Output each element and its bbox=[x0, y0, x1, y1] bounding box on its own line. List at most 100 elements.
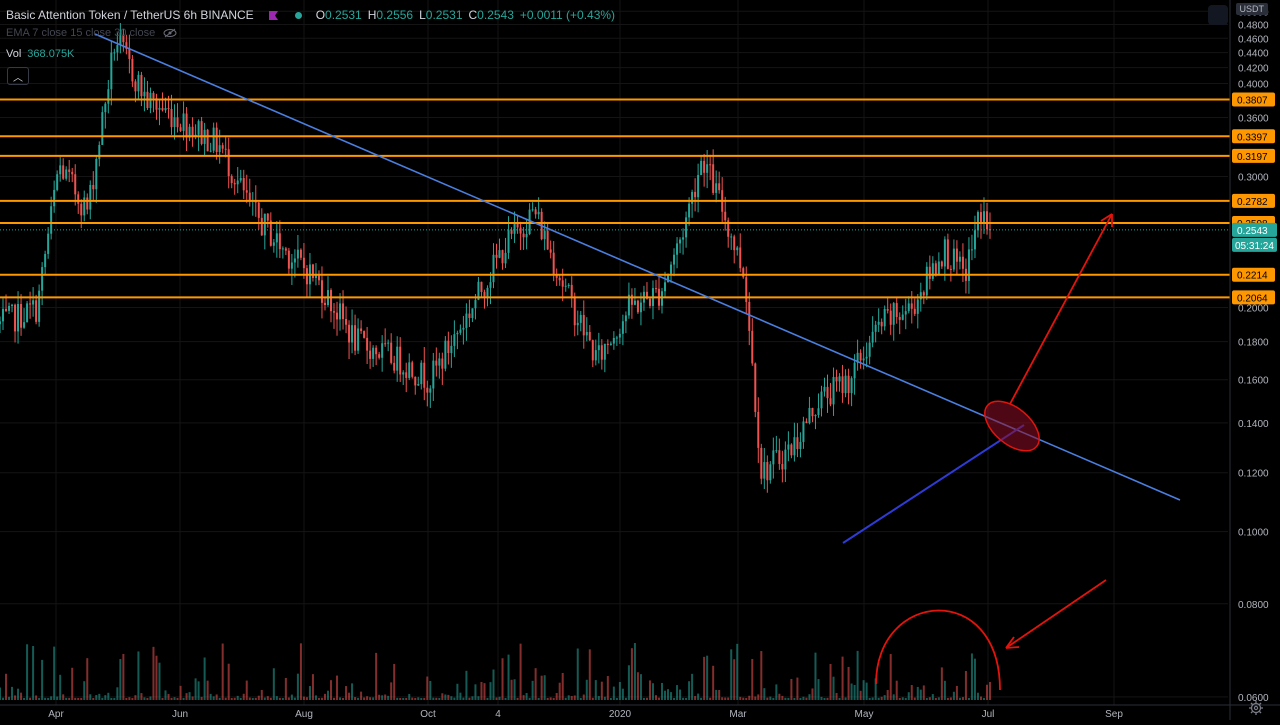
candle-body bbox=[158, 107, 161, 110]
candle-body bbox=[77, 194, 80, 204]
volume-bar bbox=[679, 689, 682, 700]
volume-bar bbox=[110, 697, 113, 700]
arrow-down-head[interactable] bbox=[1005, 636, 1020, 649]
level-price-badge[interactable] bbox=[1232, 267, 1275, 282]
volume-bar bbox=[101, 697, 104, 700]
ema-label: EMA 7 close 15 close 30 close bbox=[6, 27, 156, 39]
volume-bar bbox=[456, 683, 459, 700]
candle-body bbox=[95, 158, 98, 190]
volume-bar bbox=[603, 696, 606, 700]
candle-body bbox=[856, 352, 859, 363]
volume-bar bbox=[257, 695, 260, 700]
volume-bar bbox=[275, 696, 278, 700]
candle-body bbox=[985, 211, 988, 230]
time-axis[interactable]: Apr Jun Aug Oct 4 2020 Mar May Jul Sep bbox=[0, 704, 1280, 720]
volume-bar bbox=[236, 695, 239, 700]
volume-bar bbox=[700, 697, 703, 700]
level-price-badge[interactable] bbox=[1232, 290, 1275, 305]
candle-body bbox=[525, 233, 528, 238]
candle-body bbox=[134, 81, 137, 92]
symbol-title[interactable]: Basic Attention Token / TetherUS 6h BINA… bbox=[6, 8, 254, 22]
volume-bar bbox=[17, 688, 20, 700]
candle-body bbox=[585, 331, 588, 336]
volume-bar bbox=[116, 687, 119, 700]
ema-legend[interactable]: EMA 7 close 15 close 30 close bbox=[6, 27, 177, 39]
last-price-badge[interactable] bbox=[1232, 222, 1277, 237]
candle-body bbox=[775, 450, 778, 452]
volume-bar bbox=[967, 697, 970, 700]
candle-body bbox=[883, 309, 886, 327]
level-price-badge[interactable] bbox=[1232, 148, 1275, 163]
level-price-badge[interactable] bbox=[1232, 193, 1275, 208]
candle-body bbox=[889, 310, 892, 325]
volume-arc[interactable] bbox=[875, 609, 1001, 691]
screenshot-button[interactable] bbox=[1208, 5, 1228, 25]
level-price-badge[interactable] bbox=[1232, 92, 1275, 107]
arrow-down-line[interactable] bbox=[1005, 579, 1107, 649]
volume-bar bbox=[221, 643, 224, 700]
candle-body bbox=[423, 362, 426, 388]
volume-bar bbox=[651, 683, 654, 700]
volume-bar bbox=[2, 697, 5, 700]
volume-bar bbox=[673, 697, 676, 700]
flag-icon[interactable] bbox=[268, 10, 279, 21]
candle-body bbox=[700, 160, 703, 176]
trend-lines[interactable] bbox=[94, 33, 1181, 544]
volume-bar bbox=[573, 695, 576, 700]
last-price-label: 0.2543 bbox=[1237, 226, 1268, 237]
high-value: 0.2556 bbox=[376, 8, 414, 22]
volume-bar bbox=[363, 697, 366, 700]
volume-bar bbox=[98, 693, 101, 700]
volume-bar bbox=[77, 697, 80, 700]
annotations[interactable] bbox=[875, 213, 1113, 691]
candle-body bbox=[582, 314, 585, 336]
volume-bar bbox=[814, 652, 817, 700]
ascending-trendline[interactable] bbox=[842, 424, 1025, 544]
candle-body bbox=[185, 113, 188, 138]
candle-body bbox=[390, 342, 393, 363]
arrow-up-line[interactable] bbox=[1009, 213, 1113, 405]
volume-bar bbox=[645, 697, 648, 700]
horizontal-levels[interactable]: 0.38070.33970.31970.27820.25980.22140.20… bbox=[0, 92, 1275, 305]
candle-body bbox=[519, 227, 522, 234]
volume-bar bbox=[555, 693, 558, 700]
time-tick-label: Oct bbox=[420, 709, 436, 720]
candle-body bbox=[357, 328, 360, 351]
candle-body bbox=[982, 211, 985, 223]
volume-bar bbox=[579, 698, 582, 700]
candle-body bbox=[89, 184, 92, 210]
highlight-ellipse[interactable] bbox=[976, 392, 1048, 461]
volume-bar bbox=[654, 695, 657, 700]
time-tick-label: Sep bbox=[1105, 709, 1123, 720]
hidden-eye-icon[interactable] bbox=[163, 28, 177, 38]
arrow-up-head[interactable] bbox=[1100, 213, 1113, 227]
volume-bar bbox=[826, 697, 829, 700]
candle-body bbox=[107, 89, 110, 104]
candle-body bbox=[260, 217, 263, 236]
candle-body bbox=[296, 249, 299, 259]
collapse-legend-button[interactable]: ︿ bbox=[7, 67, 29, 85]
level-price-badge[interactable] bbox=[1232, 129, 1275, 144]
price-tick-label: 0.4800 bbox=[1238, 21, 1269, 32]
candle-body bbox=[943, 239, 946, 267]
volume-bar bbox=[781, 695, 784, 700]
volume-bar bbox=[185, 693, 188, 700]
volume-bar bbox=[113, 697, 116, 700]
gear-icon[interactable] bbox=[1248, 700, 1264, 716]
volume-bar bbox=[269, 697, 272, 700]
candle-body bbox=[323, 302, 326, 306]
candle-body bbox=[709, 164, 712, 166]
candle-body bbox=[742, 268, 745, 278]
price-axis[interactable]: 0.50000.48000.46000.44000.42000.40000.36… bbox=[1229, 0, 1277, 720]
candle-body bbox=[230, 176, 233, 184]
candle-body bbox=[892, 303, 895, 325]
candle-body bbox=[558, 277, 561, 281]
time-tick-label: Mar bbox=[729, 709, 747, 720]
volume-bar bbox=[41, 659, 44, 700]
volume-bar bbox=[694, 696, 697, 700]
volume-legend[interactable]: Vol 368.075K bbox=[6, 48, 74, 60]
volume-bar bbox=[504, 697, 507, 700]
candle-body bbox=[919, 292, 922, 300]
